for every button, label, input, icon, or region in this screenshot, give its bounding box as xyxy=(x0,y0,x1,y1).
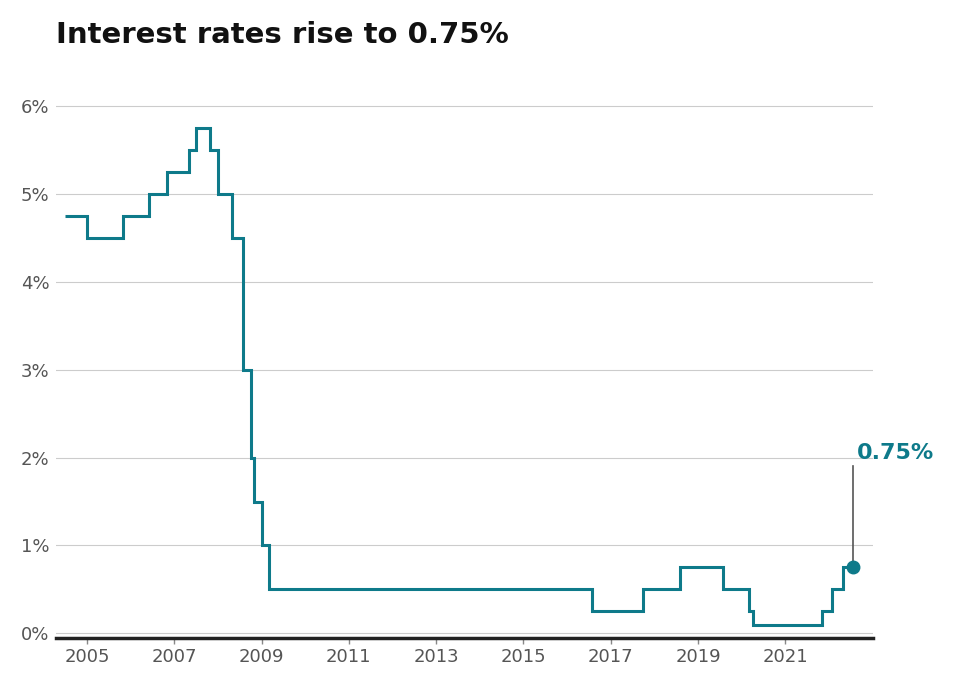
Text: 0.75%: 0.75% xyxy=(857,443,934,463)
Text: Interest rates rise to 0.75%: Interest rates rise to 0.75% xyxy=(56,21,510,49)
